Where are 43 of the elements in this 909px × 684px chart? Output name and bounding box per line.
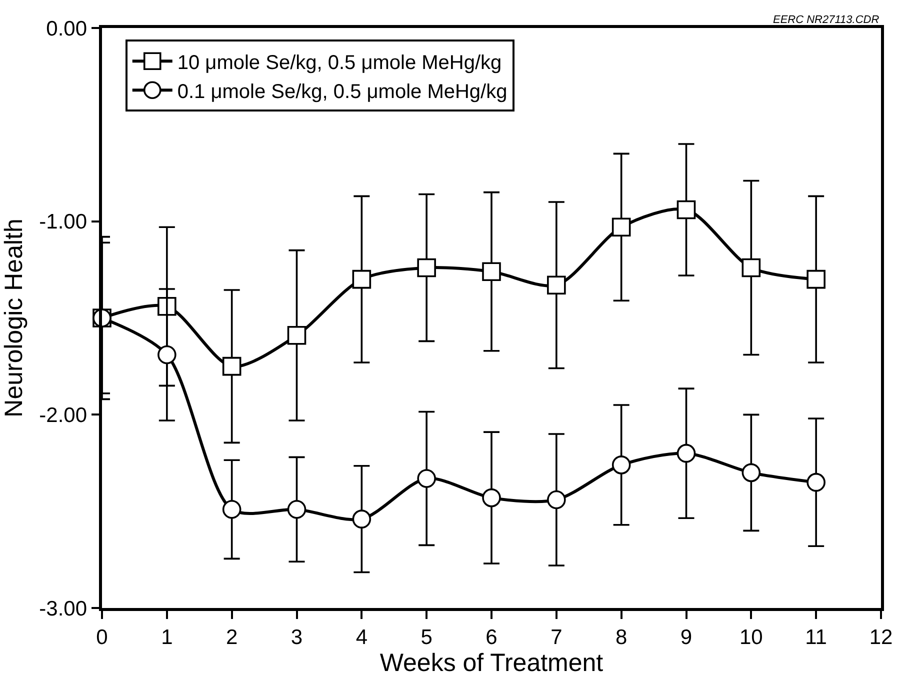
y-tick-label: 0.00 [46,17,88,40]
x-tick-label: 6 [486,626,498,649]
x-tick-label: 12 [869,626,893,649]
y-tick-label: -3.00 [39,597,88,620]
point [352,270,372,289]
x-tick-label: 2 [226,626,238,649]
x-axis-title: Weeks of Treatment [380,648,604,677]
point [547,490,566,510]
point [612,456,631,474]
point [612,218,631,237]
x-tick-label: 3 [290,626,303,649]
point [287,500,306,519]
legend-label: 10 μmole Se/kg, 0.5 μmole MeHg/kg [177,52,502,74]
point [482,488,501,508]
x-tick-label: 0 [96,626,108,649]
x-tick-label: 5 [420,626,432,649]
point [806,472,826,492]
point [417,469,436,488]
point [158,345,176,364]
x-tick-label: 8 [615,626,628,649]
point [417,258,436,278]
point [676,200,696,220]
y-tick-label: -2.00 [39,404,88,428]
point [742,463,761,482]
point [742,258,761,278]
x-tick-label: 10 [739,626,763,649]
point [806,270,826,289]
text: EERC NR27113.CDR [773,14,880,26]
legend-label: 0.1 μmole Se/kg, 0.5 μmole MeHg/kg [177,80,508,103]
point [482,262,501,281]
x-tick-label: 4 [356,626,368,649]
x-tick-label: 7 [550,626,562,649]
x-tick-label: 11 [805,626,827,649]
point [547,276,566,295]
y-tick-label: -1.00 [39,210,88,234]
point [222,500,242,519]
point [352,510,372,528]
x-tick-label: 9 [680,626,692,649]
point [676,444,696,463]
point [222,356,242,376]
point [287,326,306,345]
y-axis-title: Neurologic Health [0,218,28,418]
x-tick-label: 1 [161,626,173,649]
